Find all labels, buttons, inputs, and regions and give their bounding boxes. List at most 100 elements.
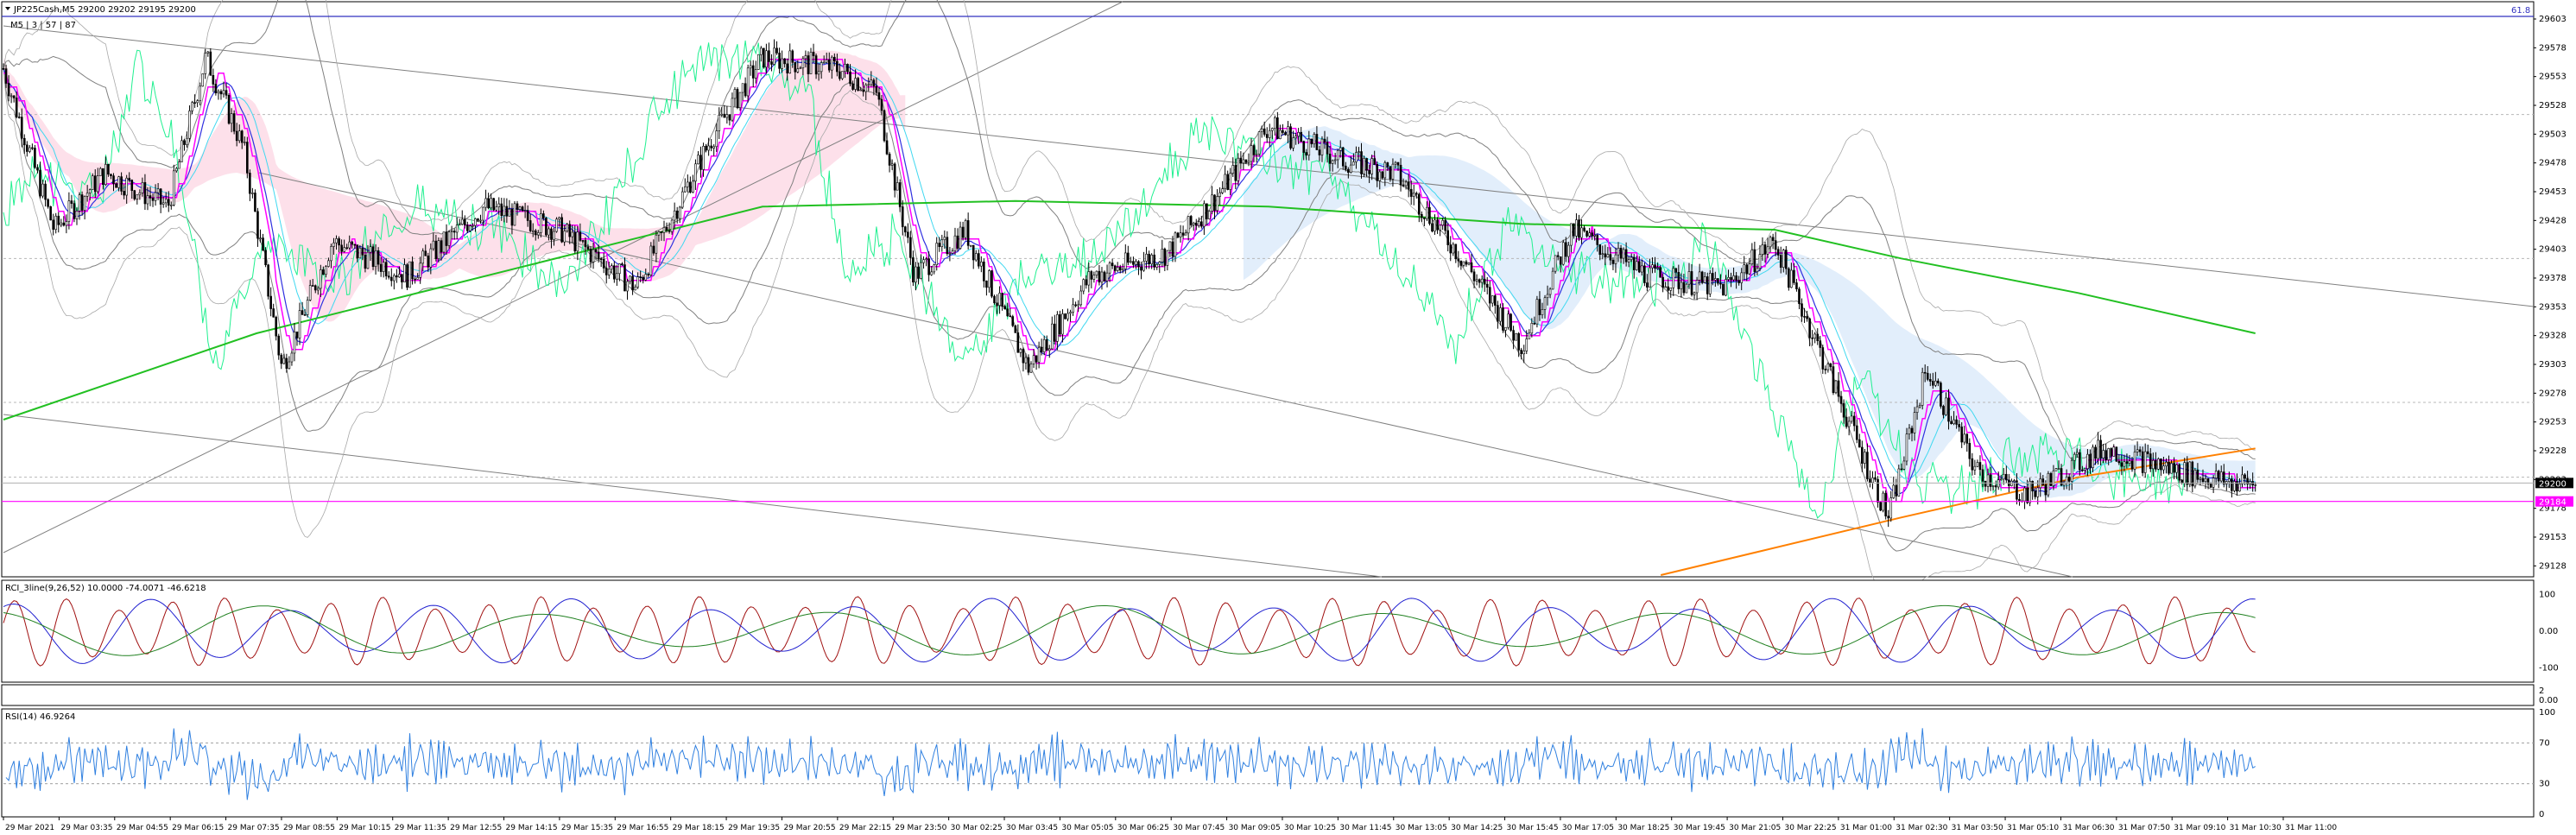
candle-body bbox=[1118, 267, 1122, 271]
candle-body bbox=[510, 208, 514, 226]
rsi-axis: 100 70 30 0 bbox=[2539, 708, 2555, 819]
candle-body bbox=[846, 63, 849, 73]
rsi-pane[interactable]: RSI(14) 46.9264 100 70 30 0 bbox=[1, 708, 2555, 819]
candle-body bbox=[180, 140, 183, 162]
candle-body bbox=[1813, 333, 1816, 338]
candle-body bbox=[52, 219, 54, 230]
candle-body bbox=[720, 113, 724, 116]
candle-body bbox=[272, 308, 275, 318]
candle-body bbox=[526, 210, 529, 221]
candle-body bbox=[1074, 304, 1077, 307]
candle-body bbox=[951, 250, 954, 254]
candle-body bbox=[718, 114, 721, 131]
candle-body bbox=[555, 218, 558, 232]
candle-body bbox=[1132, 261, 1135, 265]
rci-pane[interactable]: RCI_3line(9,26,52) 10.0000 -74.0071 -46.… bbox=[1, 579, 2559, 683]
candle-body bbox=[159, 188, 162, 205]
candle-body bbox=[1006, 308, 1009, 317]
candle-body bbox=[2094, 446, 2097, 459]
candle-body bbox=[1229, 173, 1232, 190]
candle-body bbox=[2016, 480, 2018, 500]
candle-body bbox=[896, 182, 899, 191]
candle-body bbox=[1680, 281, 1683, 289]
candle-body bbox=[553, 231, 555, 240]
candle-body bbox=[1064, 313, 1066, 319]
candle-body bbox=[849, 71, 851, 85]
price-tick-label-7: 29428 bbox=[2539, 216, 2567, 225]
candle-body bbox=[2219, 471, 2223, 482]
candle-body bbox=[290, 352, 294, 363]
candle-body bbox=[1310, 138, 1313, 145]
candle-body bbox=[1585, 231, 1588, 237]
time-tick-label-2: 29 Mar 04:55 bbox=[117, 824, 168, 832]
candle-body bbox=[1947, 397, 1950, 422]
candle-body bbox=[1315, 134, 1319, 150]
candle-body bbox=[117, 176, 120, 188]
candle-body bbox=[1712, 273, 1714, 281]
candle-body bbox=[765, 50, 768, 68]
candle-body bbox=[1176, 232, 1180, 237]
candle-body bbox=[841, 71, 844, 79]
candle-body bbox=[503, 206, 506, 216]
candle-body bbox=[2102, 450, 2104, 459]
candle-body bbox=[738, 92, 742, 109]
menu-triangle-icon[interactable] bbox=[5, 7, 10, 10]
candle-body bbox=[1274, 117, 1276, 129]
candle-body bbox=[1669, 288, 1673, 291]
candle-body bbox=[1515, 332, 1517, 341]
candle-body bbox=[1533, 323, 1536, 325]
trend-line-1 bbox=[3, 414, 1383, 578]
candle-body bbox=[2193, 470, 2197, 487]
candle-body bbox=[1971, 458, 1974, 471]
candle-body bbox=[820, 62, 823, 73]
candle-body bbox=[1399, 164, 1402, 186]
candle-body bbox=[760, 47, 763, 55]
candle-body bbox=[1208, 211, 1211, 219]
candle-body bbox=[1632, 256, 1636, 270]
candle-body bbox=[1693, 292, 1696, 295]
candle-body bbox=[678, 206, 681, 219]
candle-body bbox=[1517, 332, 1520, 351]
candle-body bbox=[322, 269, 325, 275]
candle-body bbox=[1108, 263, 1111, 274]
candle-body bbox=[1444, 219, 1446, 231]
candle-body bbox=[1179, 232, 1182, 237]
candle-body bbox=[783, 58, 786, 65]
candle-body bbox=[249, 173, 251, 194]
candle-body bbox=[1561, 242, 1565, 265]
candle-body bbox=[907, 231, 909, 238]
candle-body bbox=[573, 231, 577, 252]
candle-body bbox=[2089, 453, 2092, 468]
candle-body bbox=[1439, 225, 1441, 231]
candle-body bbox=[2013, 480, 2016, 482]
candle-body bbox=[576, 231, 579, 252]
candle-body bbox=[807, 55, 810, 74]
candle-body bbox=[154, 192, 157, 201]
candle-body bbox=[1606, 254, 1610, 258]
candle-body bbox=[20, 117, 23, 139]
candle-body bbox=[151, 198, 155, 201]
candle-body bbox=[817, 71, 820, 75]
price-pane[interactable]: 61.8 JP225Cash,M5 29200 29202 29195 2920… bbox=[1, 0, 2535, 623]
candle-body bbox=[222, 90, 225, 95]
current-price-badge-text: 29200 bbox=[2539, 479, 2567, 489]
candle-body bbox=[1203, 203, 1206, 227]
candle-body bbox=[2165, 461, 2168, 466]
time-tick-label-22: 30 Mar 09:05 bbox=[1229, 824, 1281, 832]
candle-body bbox=[1111, 263, 1114, 267]
time-tick-label-23: 30 Mar 10:25 bbox=[1284, 824, 1336, 832]
candle-body bbox=[1370, 158, 1373, 174]
candle-body bbox=[416, 277, 419, 280]
candle-body bbox=[1441, 219, 1444, 226]
candle-body bbox=[707, 145, 710, 151]
candle-body bbox=[1535, 299, 1539, 325]
candle-body bbox=[104, 163, 107, 185]
candle-body bbox=[1373, 158, 1376, 165]
candle-body bbox=[495, 206, 498, 211]
candle-body bbox=[28, 147, 31, 152]
candle-body bbox=[1462, 261, 1465, 266]
candle-body bbox=[2175, 464, 2178, 473]
candle-body bbox=[616, 273, 618, 280]
candle-body bbox=[1079, 290, 1082, 306]
